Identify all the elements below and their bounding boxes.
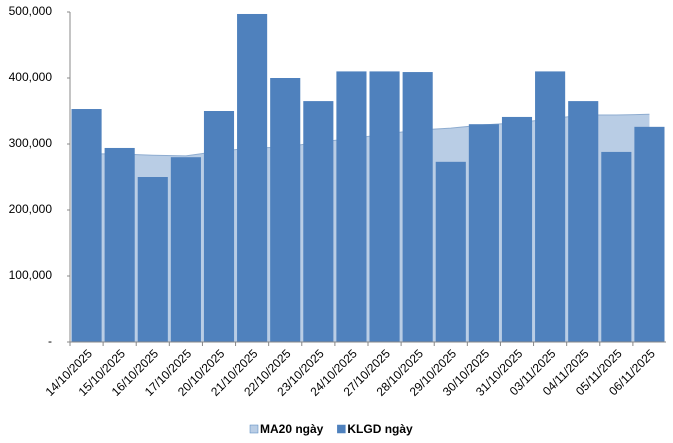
bar [369, 71, 400, 343]
y-tick-label: 300,000 [9, 136, 53, 150]
y-tick-label: 200,000 [9, 202, 53, 216]
legend-label: MA20 ngày [260, 422, 324, 436]
bar [634, 126, 665, 342]
bar [402, 72, 433, 342]
bar [270, 78, 301, 342]
bar [435, 161, 466, 342]
legend-swatch [337, 424, 346, 434]
y-tick-label: - [48, 334, 52, 348]
bar [568, 101, 599, 342]
bar [468, 124, 499, 342]
bar [170, 157, 201, 342]
bar [104, 147, 135, 342]
legend-label: KLGD ngày [347, 422, 413, 436]
y-tick-label: 400,000 [9, 70, 53, 84]
bar [501, 116, 533, 342]
bar [137, 177, 168, 342]
bar [601, 151, 632, 342]
bar [203, 111, 235, 342]
legend-swatch [249, 424, 259, 434]
bar [71, 109, 102, 343]
y-tick-label: 500,000 [9, 4, 53, 18]
bar [535, 71, 566, 343]
bar [303, 101, 334, 342]
y-tick-label: 100,000 [9, 268, 53, 282]
bar [237, 13, 268, 342]
bar [336, 71, 367, 343]
